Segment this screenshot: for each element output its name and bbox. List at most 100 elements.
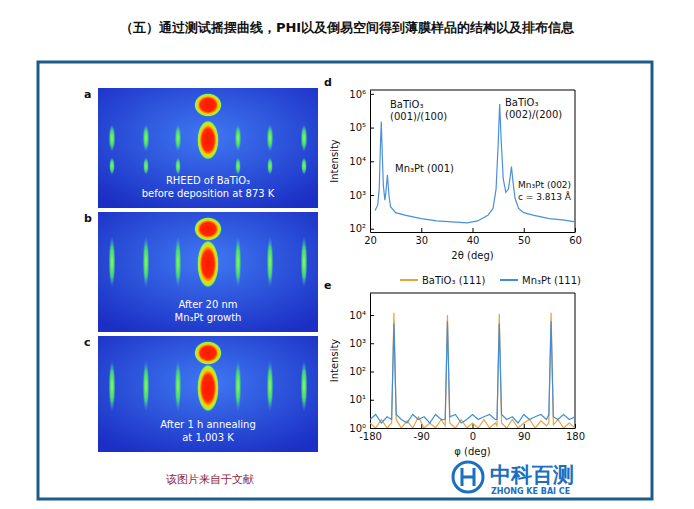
- legend-swatch: [500, 279, 518, 281]
- tick-label: 10³: [349, 190, 366, 201]
- y-axis-title: Intensity: [329, 339, 340, 383]
- rheed-streak: [301, 124, 308, 152]
- tick-mark: [370, 400, 374, 401]
- tick-mark: [421, 228, 422, 232]
- tick-label: 0: [470, 431, 476, 442]
- rheed-streak: [267, 124, 274, 152]
- rheed-streak: [109, 360, 116, 412]
- annotation: c = 3.813 Å: [518, 191, 572, 202]
- panel-label: a: [84, 88, 91, 101]
- chart: -180-9009018010⁰10¹10²10³10⁴φ (deg)Inten…: [324, 275, 585, 457]
- axis-line: [370, 294, 371, 429]
- rheed-streak: [175, 236, 182, 288]
- tick-label: 180: [566, 431, 585, 442]
- axis: 10² 10³ 10⁴ 10⁵ 10⁶: [349, 89, 374, 235]
- data-line: [375, 104, 575, 223]
- tick-mark: [370, 371, 374, 372]
- rheed-panel: RHEED of BaTiO₃before deposition at 873 …: [98, 88, 318, 208]
- axis-line: [371, 232, 576, 233]
- axis: 20 30 40 50 60: [364, 228, 582, 246]
- rheed-spot: [194, 93, 222, 117]
- tick-label: 10²: [349, 223, 366, 234]
- tick: 10¹: [349, 394, 374, 405]
- tick-label: -90: [414, 431, 430, 442]
- rheed-label: Mn₃Pt growth: [175, 312, 242, 323]
- chart: 20 30 40 50 60 10² 10³ 10⁴ 10⁵ 10⁶ 2θ (deg) Intensi…: [324, 76, 582, 261]
- tick: 10²: [349, 366, 374, 377]
- annotation: (001)/(100): [390, 111, 447, 122]
- y-axis-title: Intensity: [329, 139, 340, 183]
- tick-label: 40: [467, 235, 480, 246]
- panel-label: d: [324, 76, 332, 89]
- rheed-streak: [143, 236, 150, 288]
- tick: -90: [414, 424, 430, 442]
- rheed-streak: [109, 124, 116, 152]
- caption: 该图片来自于文献: [166, 473, 254, 486]
- rheed-spot: [197, 364, 219, 412]
- rheed-spot: [194, 217, 222, 241]
- rheed-streak: [109, 157, 115, 175]
- logo: 中科百测ZHONG KE BAI CE: [453, 462, 574, 496]
- annotation: (002)/(200): [505, 109, 562, 120]
- legend-swatch: [400, 279, 418, 281]
- rheed-streak: [235, 124, 242, 152]
- rheed-image: [98, 336, 318, 452]
- page: （五）通过测试摇摆曲线，PHI以及倒易空间得到薄膜样品的结构以及排布信息RHEE…: [0, 0, 694, 509]
- axis: -180-90090180: [359, 424, 585, 442]
- tick: 10³: [349, 338, 374, 349]
- x-axis-title: φ (deg): [454, 446, 491, 457]
- plot-frame: [370, 90, 575, 232]
- logo-subtitle: ZHONG KE BAI CE: [491, 487, 570, 496]
- plot-area: [375, 104, 575, 223]
- rheed-streak: [301, 360, 308, 412]
- panel-label: e: [324, 279, 331, 292]
- tick: 50: [518, 228, 531, 246]
- tick-label: 10⁰: [349, 423, 366, 434]
- axis: 10⁰ 10¹ 10² 10³ 10⁴: [349, 294, 374, 434]
- tick: 10⁴: [349, 156, 374, 167]
- rheed-streak: [175, 157, 181, 175]
- tick-mark: [524, 424, 525, 428]
- tick: 10⁴: [349, 310, 374, 321]
- tick: 0: [470, 424, 476, 442]
- rheed-image: [98, 88, 318, 208]
- rheed-streak: [235, 157, 241, 175]
- rheed-streak: [143, 157, 149, 175]
- tick: 10²: [349, 223, 374, 234]
- tick-label: 60: [569, 235, 582, 246]
- tick-label: 30: [415, 235, 428, 246]
- tick: 40: [467, 228, 480, 246]
- tick-label: 10⁶: [349, 89, 366, 100]
- tick: 30: [415, 228, 428, 246]
- tick-mark: [370, 428, 374, 429]
- rheed-streak: [175, 124, 182, 152]
- rheed-streak: [267, 360, 274, 412]
- tick-mark: [473, 228, 474, 232]
- rheed-image: [98, 212, 318, 332]
- rheed-label: After 1 h annealing: [160, 419, 256, 430]
- annotation: Mn₃Pt (001): [395, 163, 454, 174]
- tick: 10⁰: [349, 423, 374, 434]
- tick-label: 50: [518, 235, 531, 246]
- rheed-streak: [143, 124, 150, 152]
- tick-mark: [370, 315, 374, 316]
- data-line: [370, 321, 575, 423]
- rheed-streak: [235, 236, 242, 288]
- rheed-streak: [301, 236, 308, 288]
- tick-mark: [473, 424, 474, 428]
- rheed-label: at 1,003 K: [182, 432, 234, 443]
- annotation: Mn₃Pt (002): [518, 180, 571, 190]
- rheed-label: After 20 nm: [178, 299, 237, 310]
- tick-mark: [370, 128, 374, 129]
- tick-label: 10⁴: [349, 156, 366, 167]
- x-axis-title: 2θ (deg): [451, 250, 493, 261]
- tick-label: 10⁵: [349, 122, 366, 133]
- panel-label: c: [84, 336, 91, 349]
- logo-icon: [462, 468, 474, 486]
- tick: 10³: [349, 190, 374, 201]
- tick-label: 20: [364, 235, 377, 246]
- data-line: [370, 313, 575, 428]
- tick-label: 10⁴: [349, 310, 366, 321]
- annotation: BaTiO₃: [505, 97, 538, 108]
- tick-mark: [370, 229, 374, 230]
